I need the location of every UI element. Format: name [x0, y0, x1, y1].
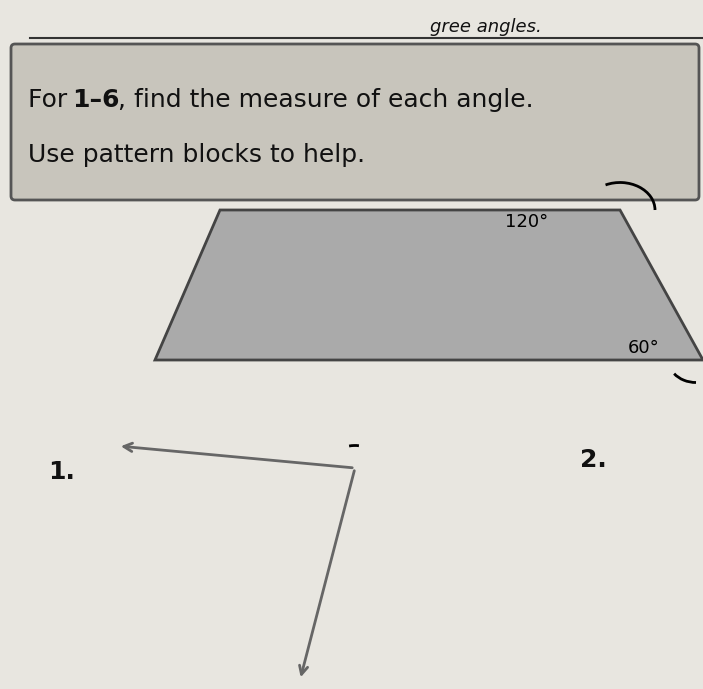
Text: 60°: 60° — [628, 339, 660, 357]
Text: 120°: 120° — [505, 213, 548, 231]
Text: 2.: 2. — [580, 448, 607, 472]
Text: Use pattern blocks to help.: Use pattern blocks to help. — [28, 143, 365, 167]
Text: , find the measure of each angle.: , find the measure of each angle. — [118, 88, 534, 112]
FancyBboxPatch shape — [11, 44, 699, 200]
Text: 1.: 1. — [48, 460, 75, 484]
Text: 1–6: 1–6 — [72, 88, 120, 112]
Polygon shape — [155, 210, 703, 360]
Text: For: For — [28, 88, 75, 112]
Text: gree angles.: gree angles. — [430, 18, 542, 36]
